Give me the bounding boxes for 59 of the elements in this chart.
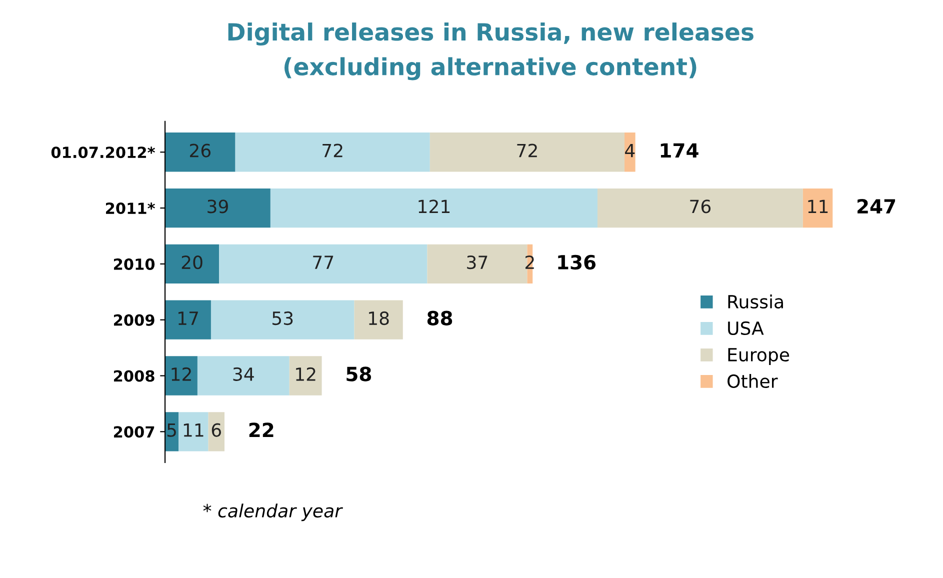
data-label: 20 bbox=[182, 256, 202, 270]
bar bbox=[430, 132, 625, 172]
data-label: 12 bbox=[296, 367, 316, 381]
data-label: 17 bbox=[178, 312, 198, 325]
chart-title: Digital releases in Russia, new releases bbox=[228, 22, 754, 46]
data-label: 34 bbox=[233, 367, 254, 381]
total-label: 136 bbox=[558, 254, 596, 270]
bar bbox=[270, 188, 598, 228]
bar bbox=[165, 300, 211, 340]
legend-label: Europe bbox=[728, 348, 790, 366]
data-label: 18 bbox=[369, 311, 389, 326]
data-label: 12 bbox=[172, 367, 191, 381]
data-label: 37 bbox=[467, 256, 488, 270]
total-label: 247 bbox=[858, 198, 896, 214]
bar bbox=[210, 300, 354, 340]
total-label: 22 bbox=[249, 422, 274, 438]
y-tick-label: 2008 bbox=[114, 370, 154, 382]
legend-label: Russia bbox=[728, 294, 783, 309]
bar bbox=[597, 188, 803, 228]
data-label: 2 bbox=[525, 256, 534, 269]
text: * calendar year bbox=[203, 504, 343, 522]
data-label: 72 bbox=[322, 144, 342, 158]
bar bbox=[624, 132, 636, 172]
data-label: 39 bbox=[208, 200, 228, 214]
total-label: 174 bbox=[660, 143, 698, 158]
bar bbox=[178, 412, 208, 452]
bar bbox=[165, 132, 236, 172]
data-label: 11 bbox=[808, 200, 828, 214]
legend-label: USA bbox=[728, 321, 764, 336]
bar bbox=[802, 188, 833, 228]
data-label: 26 bbox=[190, 144, 211, 158]
total-label: 58 bbox=[346, 366, 372, 382]
data-label: 121 bbox=[418, 200, 450, 214]
data-label: 5 bbox=[167, 423, 176, 437]
data-label: 77 bbox=[313, 256, 334, 269]
bar bbox=[165, 244, 220, 284]
bar bbox=[208, 412, 224, 452]
data-label: 6 bbox=[212, 423, 221, 437]
y-tick-label: 2010 bbox=[114, 258, 155, 270]
y-tick-label: 2011* bbox=[106, 202, 155, 214]
bar bbox=[289, 356, 322, 396]
data-label: 4 bbox=[625, 144, 635, 158]
data-label: 76 bbox=[690, 200, 711, 214]
bar bbox=[427, 244, 528, 284]
bar bbox=[235, 132, 430, 172]
legend-label: Other bbox=[728, 374, 778, 388]
data-label: 11 bbox=[184, 423, 204, 437]
bar bbox=[354, 300, 403, 340]
y-tick-label: 2007 bbox=[114, 426, 154, 438]
bar bbox=[219, 244, 428, 284]
total-label: 88 bbox=[427, 310, 452, 326]
bar bbox=[197, 356, 290, 396]
bar bbox=[165, 356, 198, 396]
y-tick-label: 01.07.2012* bbox=[51, 146, 155, 158]
data-label: 53 bbox=[272, 311, 293, 326]
bar bbox=[165, 188, 270, 228]
y-tick-label: 2009 bbox=[114, 314, 154, 326]
data-label: 72 bbox=[517, 144, 537, 158]
chart-subtitle: (excluding alternative content) bbox=[284, 57, 696, 80]
